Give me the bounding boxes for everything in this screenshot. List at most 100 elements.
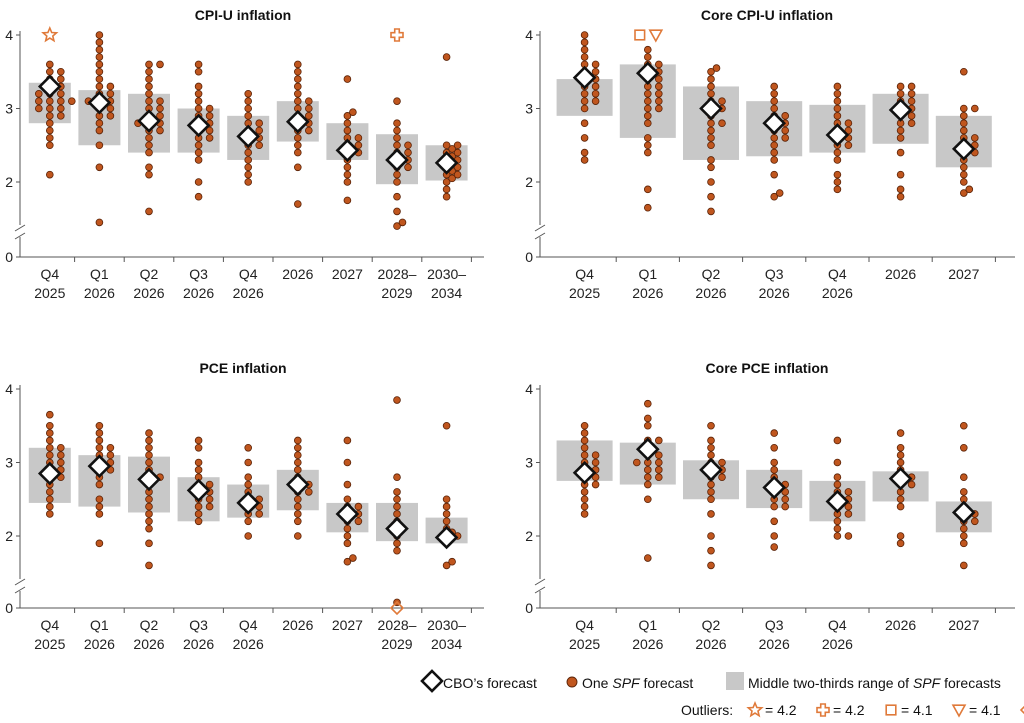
spf-forecast-dot (896, 451, 905, 459)
spf-forecast-dot (145, 134, 153, 142)
spf-forecast-dot (255, 510, 264, 518)
spf-forecast-dot (45, 429, 54, 437)
spf-forecast-dot (833, 90, 842, 98)
spf-forecast-dot (781, 126, 789, 135)
spf-forecast-dot (106, 443, 115, 452)
spf-forecast-dot (896, 502, 905, 511)
x-tick-label-line: Q3 (189, 266, 208, 282)
spf-forecast-dot (393, 222, 401, 230)
spf-forecast-dot (45, 495, 54, 504)
spf-forecast-dot (896, 82, 905, 91)
spf-forecast-dot (833, 170, 842, 179)
outlier-marker-star (41, 25, 59, 43)
x-tick-label-line: 2026 (822, 636, 853, 652)
spf-forecast-dot (896, 126, 905, 135)
spf-forecast-dot (643, 473, 652, 482)
spf-forecast-dot (896, 539, 905, 548)
spf-forecast-dot (707, 134, 715, 142)
spf-forecast-dot (56, 97, 65, 105)
spf-forecast-dot (959, 561, 968, 570)
spf-forecast-dot (393, 488, 401, 496)
spf-forecast-dot (718, 473, 726, 482)
spf-forecast-dot (343, 119, 352, 127)
x-tick-label-line: 2026 (695, 636, 726, 652)
spf-forecast-dot (833, 97, 842, 105)
x-tick-label-line: 2026 (133, 285, 164, 301)
spf-forecast-dot (34, 104, 43, 113)
legend-outlier-label: = 4.2 (765, 702, 797, 718)
cbo-forecast-diamond (434, 151, 459, 175)
x-tick-label: 2026 (885, 617, 916, 633)
x-tick-label-line: Q2 (140, 266, 159, 282)
spf-forecast-dot (770, 532, 778, 540)
x-tick-label-line: Q2 (702, 266, 721, 282)
spf-forecast-dot (959, 539, 968, 548)
spf-forecast-dot (354, 134, 363, 142)
spf-forecast-dot (591, 60, 600, 69)
spf-forecast-dot (244, 443, 253, 452)
x-tick-label-line: Q4 (828, 617, 847, 633)
spf-forecast-dot (654, 451, 663, 459)
spf-forecast-dot (643, 554, 652, 562)
cbo-forecast-diamond (762, 111, 787, 136)
spf-forecast-dot (442, 178, 451, 186)
spf-forecast-dot (293, 75, 302, 83)
spf-forecast-dot (896, 148, 905, 157)
spf-forecast-dot (643, 480, 652, 489)
spf-forecast-dot (145, 561, 153, 570)
cbo-forecast-diamond (87, 454, 112, 479)
spf-forecast-dot (145, 82, 153, 91)
cbo-forecast-diamond (37, 461, 62, 486)
spf-forecast-dot (95, 119, 104, 127)
spf-forecast-dot (293, 517, 302, 526)
x-tick-label-line: 2034 (431, 285, 462, 301)
cbo-forecast-diamond (635, 437, 660, 462)
spf-forecast-dot (442, 185, 451, 194)
spf-forecast-dot (643, 185, 652, 194)
spf-forecast-dot (293, 502, 302, 511)
spf-forecast-dot (244, 480, 253, 489)
spf-forecast-dot (896, 532, 905, 540)
spf-forecast-dot (255, 126, 264, 135)
spf-forecast-dot (844, 510, 853, 518)
spf-forecast-dot (304, 104, 313, 113)
legend-dot-shape (566, 676, 578, 688)
x-tick-label-line: Q1 (90, 617, 109, 633)
spf-forecast-dot (68, 97, 76, 105)
spf-forecast-dot (145, 97, 153, 105)
spf-forecast-dot (896, 90, 905, 98)
spf-forecast-dot (145, 436, 153, 445)
spf-forecast-dot (56, 458, 65, 467)
y-tick-label: 3 (525, 455, 533, 471)
spf-forecast-dot (56, 104, 65, 113)
spf-forecast-dot (393, 170, 401, 179)
spf-forecast-dot (343, 480, 352, 489)
cbo-forecast-diamond (285, 472, 310, 497)
x-tick-label: Q1 2026 (632, 617, 663, 652)
y-tick-label: 0 (5, 600, 13, 616)
spf-forecast-dot (343, 532, 352, 540)
spf-forecast-dot (95, 510, 104, 518)
spf-forecast-dot (643, 97, 652, 105)
x-tick-label-line: 2026 (695, 285, 726, 301)
legend-outliers-label: Outliers: (681, 702, 733, 718)
spf-forecast-dot (643, 53, 652, 61)
spf-forecast-dot (442, 53, 451, 61)
cbo-forecast-diamond (699, 96, 723, 121)
x-tick-label: Q4 2026 (233, 266, 264, 301)
spf-forecast-dot (896, 458, 905, 467)
spf-forecast-dot (343, 557, 352, 566)
spf-forecast-dot (707, 126, 715, 135)
spf-forecast-dot (145, 170, 153, 179)
cbo-forecast-diamond (699, 458, 723, 482)
spf-forecast-dot (343, 539, 352, 548)
spf-forecast-dot (970, 517, 979, 526)
spf-forecast-dot (205, 126, 214, 135)
spf-forecast-dot (833, 148, 842, 157)
spf-forecast-dot (643, 119, 652, 127)
x-tick-label: Q2 2026 (133, 266, 164, 301)
spf-forecast-dot (442, 502, 451, 511)
spf-forecast-dot (95, 436, 104, 445)
spf-forecast-dot (393, 141, 401, 150)
cbo-forecast-diamond (137, 109, 161, 133)
